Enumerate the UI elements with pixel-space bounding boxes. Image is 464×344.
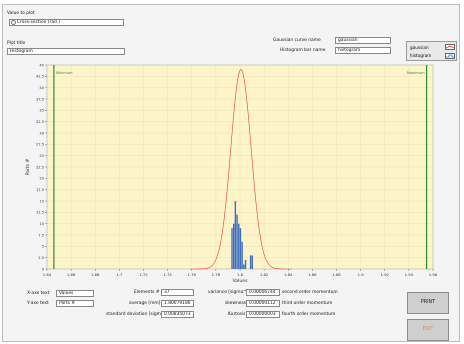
grid-lines [46,64,434,270]
histogram-chart: 0 2.5 5 7.5 10 12.5 15 17.5 20 22.5 25 27.5 30 32.5 35… [25,63,438,284]
elements-value: 37 [161,289,194,296]
skewness-value: 0.00000112 [246,300,280,307]
x-axe-text-input[interactable]: Values [56,290,94,297]
x-tick-label: 1.96 [429,272,438,277]
y-tick-label: 20 [39,177,44,181]
x-tick-label: 1.64 [43,272,52,277]
variance-value: 0.00006744 [246,289,280,296]
y-tick-label: 30 [39,131,44,135]
kurtosis-value: 0.00000003 [246,311,280,318]
x-tick-label: 1.8 [237,272,244,277]
y-tick-label: 7.5 [38,233,44,237]
x-tick-label: 1.7 [116,272,123,277]
x-tick-label: 1.72 [139,272,148,277]
y-tick-label: 45 [39,63,44,67]
value-to-plot-label: Value to plot [7,11,35,16]
std-dev-label: standard deviation [sigma] [106,312,166,317]
x-tick-label: 1.9 [358,272,365,277]
y-tick-label: 5 [42,245,44,249]
kurtosis-note: fourth order momentum [282,312,336,317]
x-tick-label: 1.94 [405,272,414,277]
elements-label: Elements # [134,290,160,295]
skewness-note: third order momentum [282,301,333,306]
plot-title-input[interactable]: Histogram [7,48,125,55]
histogram-bar [238,223,240,269]
histogram-bar [233,223,235,269]
x-axe-text-label: X-axe text [27,291,50,296]
y-tick-label: 35 [39,109,44,113]
average-label: average [mm] [129,301,161,306]
histogram-bar-name-label: Histogram bar name [280,48,326,53]
x-tick-label: 1.74 [163,272,172,277]
legend-gaussian-swatch[interactable] [445,44,455,50]
print-button[interactable]: PRINT [407,292,449,314]
x-tick-label: 1.76 [188,272,197,277]
y-tick-label: 17.5 [36,188,44,192]
y-tick-label: 12.5 [36,211,44,215]
kurtosis-label: Kurtosis [228,312,246,317]
histogram-bar [244,259,247,269]
y-tick-label: 27.5 [36,143,44,147]
x-tick-label: 1.66 [67,272,76,277]
gaussian-curve-name-label: Gaussian curve name [273,38,321,43]
limit-label-maximum: Maximum [407,71,425,75]
legend-histogram-label: histogram [410,53,432,58]
exit-button[interactable]: EXIT [407,319,449,341]
histogram-bar [239,228,242,269]
histogram-panel: Value to plot Cross-section (rad.) Plot … [2,4,460,342]
histogram-bar [241,241,243,269]
x-tick-label: 1.78 [212,272,221,277]
x-tick-label: 1.92 [381,272,390,277]
y-tick-label: 40 [39,86,44,90]
limit-lines: Minimum Maximum [53,65,428,269]
legend-gaussian-label: gaussian [410,45,429,50]
gaussian-curve-name-input[interactable]: gaussian [335,37,391,44]
selector-icon [11,20,16,25]
y-tick-label: 0 [42,267,45,271]
y-axe-text-label: Y-axe text [27,301,49,306]
value-to-plot-selector[interactable]: Cross-section (rad.) [9,19,124,26]
y-tick-label: 22.5 [36,165,44,169]
x-axis-title: Values [232,278,248,284]
legend-histogram-swatch[interactable] [445,53,455,59]
bar-line-icon [446,54,454,58]
y-tick-label: 10 [39,222,44,226]
value-to-plot-value: Cross-section (rad.) [17,20,60,25]
histogram-bar-name-input[interactable]: histogram [335,47,391,54]
gaussian-curve-line [190,69,292,270]
limit-label-minimum: Minimum [56,71,73,75]
y-axis-title: Parts # [25,158,31,175]
y-tick-label: 15 [39,199,44,203]
histogram-bar [234,201,237,269]
curve-line-icon [446,45,454,49]
x-tick-label: 1.88 [332,272,341,277]
gaussian-curve [190,69,292,270]
x-tick-label: 1.84 [284,272,293,277]
x-tick-label: 1.68 [91,272,100,277]
x-tick-label: 1.86 [308,272,317,277]
plot-title-label: Plot title [7,41,26,46]
axis-ticks: 0 2.5 5 7.5 10 12.5 15 17.5 20 22.5 25 27.5 30 32.5 35… [36,63,438,277]
variance-label: variance [sigma^2] [208,290,252,295]
skewness-label: skewness [225,301,247,306]
histogram-bar [231,228,233,269]
std-dev-value: 0.00835073 [161,311,194,318]
y-tick-label: 42.5 [36,75,44,79]
y-tick-label: 2.5 [38,256,44,260]
histogram-bar [243,264,245,269]
y-tick-label: 25 [39,154,44,158]
histogram-bar [236,214,238,269]
y-tick-label: 37.5 [36,97,44,101]
y-axe-text-input[interactable]: Parts # [56,300,94,307]
histogram-bars [231,201,253,269]
plot-legend: gaussian histogram [406,41,457,61]
histogram-bar [249,255,252,269]
average-value: 1.80079186 [161,300,194,307]
x-tick-label: 1.82 [260,272,269,277]
y-tick-label: 32.5 [36,120,44,124]
variance-note: second order momentum [282,290,338,295]
histogram-bar [251,255,253,269]
